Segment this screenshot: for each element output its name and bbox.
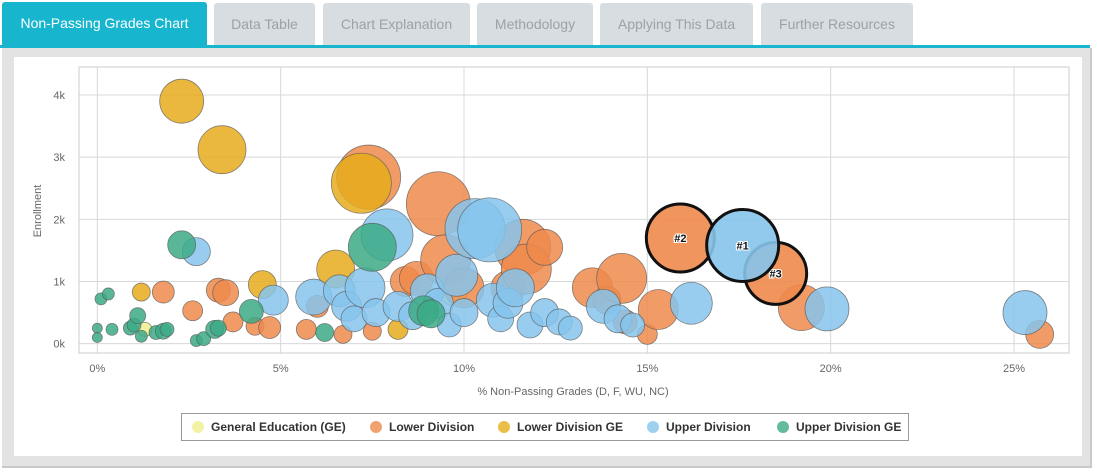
bubble[interactable]: [804, 286, 850, 332]
y-tick-label: 2k: [53, 214, 65, 226]
y-tick-label: 0k: [53, 339, 65, 351]
plot-area: [78, 66, 1070, 354]
bubble[interactable]: [129, 307, 147, 325]
bubble[interactable]: [526, 228, 564, 266]
bubble[interactable]: [347, 222, 397, 272]
series-upper-division-ge: [91, 222, 446, 347]
axis-ticks: 0k 1k 2k 3k 4k 0% 5% 10% 15% 20% 25%: [53, 90, 1025, 375]
y-tick-label: 1k: [53, 277, 65, 289]
bubble[interactable]: [435, 253, 479, 297]
bubble[interactable]: [167, 230, 197, 260]
tab-bar: Non-Passing Grades Chart Data Table Char…: [0, 0, 1097, 46]
bubble[interactable]: [196, 331, 212, 347]
legend-dot: [647, 421, 659, 433]
bubble[interactable]: [258, 316, 282, 339]
legend-label: Upper Division GE: [796, 420, 902, 434]
tab-applying-this-data[interactable]: Applying This Data: [600, 3, 753, 46]
tab-underline: [0, 45, 1090, 48]
legend-label: General Education (GE): [211, 420, 346, 434]
bubble-rank-label: #2: [674, 233, 686, 245]
bubble[interactable]: [182, 300, 204, 322]
bubble[interactable]: [159, 78, 205, 124]
chart-grid: [79, 67, 1069, 353]
bubble[interactable]: [495, 268, 535, 308]
legend-label: Upper Division: [666, 420, 751, 434]
bubble[interactable]: [257, 284, 289, 316]
highlighted-bubbles: #2 #3 #1: [644, 202, 809, 306]
highlighted-bubble[interactable]: [705, 207, 781, 283]
legend-label: Lower Division: [389, 420, 475, 434]
bubble[interactable]: [669, 281, 713, 325]
tab-data-table[interactable]: Data Table: [214, 3, 315, 46]
legend-dot: [370, 421, 382, 433]
bubble[interactable]: [151, 280, 175, 304]
legend-dot: [192, 421, 204, 433]
bubble[interactable]: [101, 287, 115, 301]
bubble[interactable]: [1002, 290, 1048, 335]
bubble-rank-label: #3: [770, 268, 782, 280]
bubble[interactable]: [91, 322, 103, 334]
bubble[interactable]: [159, 321, 175, 337]
legend-label: Lower Division GE: [517, 420, 624, 434]
bubble[interactable]: [212, 279, 240, 307]
bubble[interactable]: [209, 319, 227, 337]
x-axis-label: % Non-Passing Grades (D, F, WU, NC): [477, 386, 668, 398]
bubble[interactable]: [620, 312, 646, 338]
x-tick-label: 20%: [820, 363, 842, 375]
bubble[interactable]: [131, 282, 151, 302]
tab-chart-explanation[interactable]: Chart Explanation: [323, 3, 470, 46]
bubble[interactable]: [197, 125, 247, 175]
bubble-series: #2 #3 #1: [91, 78, 1055, 349]
bubble[interactable]: [134, 329, 148, 343]
bubble[interactable]: [557, 315, 583, 341]
y-tick-label: 4k: [53, 90, 65, 102]
x-tick-label: 25%: [1003, 363, 1025, 375]
bubble[interactable]: [238, 298, 264, 324]
x-tick-label: 5%: [273, 363, 289, 375]
chart-legend: General Education (GE) Lower Division Lo…: [181, 413, 909, 441]
legend-dot: [498, 421, 510, 433]
bubble[interactable]: [315, 323, 335, 342]
x-tick-label: 0%: [89, 363, 105, 375]
tab-methodology[interactable]: Methodology: [477, 3, 593, 46]
bubble[interactable]: [330, 152, 392, 214]
bubble-rank-label: #1: [737, 240, 749, 252]
series-upper-division: [181, 197, 1048, 341]
bubble[interactable]: [295, 318, 317, 340]
tab-non-passing-grades-chart[interactable]: Non-Passing Grades Chart: [2, 2, 207, 46]
legend-dot: [777, 421, 789, 433]
y-axis-label: Enrollment: [32, 185, 44, 238]
bubble[interactable]: [416, 299, 446, 329]
bubble[interactable]: [449, 298, 479, 327]
x-tick-label: 15%: [636, 363, 658, 375]
y-tick-label: 3k: [53, 152, 65, 164]
tab-further-resources[interactable]: Further Resources: [761, 3, 913, 46]
bubble[interactable]: [105, 322, 119, 336]
x-tick-label: 10%: [453, 363, 475, 375]
bubble[interactable]: [457, 197, 523, 263]
bubble[interactable]: [91, 332, 103, 343]
series-lower-division-ge: [131, 78, 409, 340]
